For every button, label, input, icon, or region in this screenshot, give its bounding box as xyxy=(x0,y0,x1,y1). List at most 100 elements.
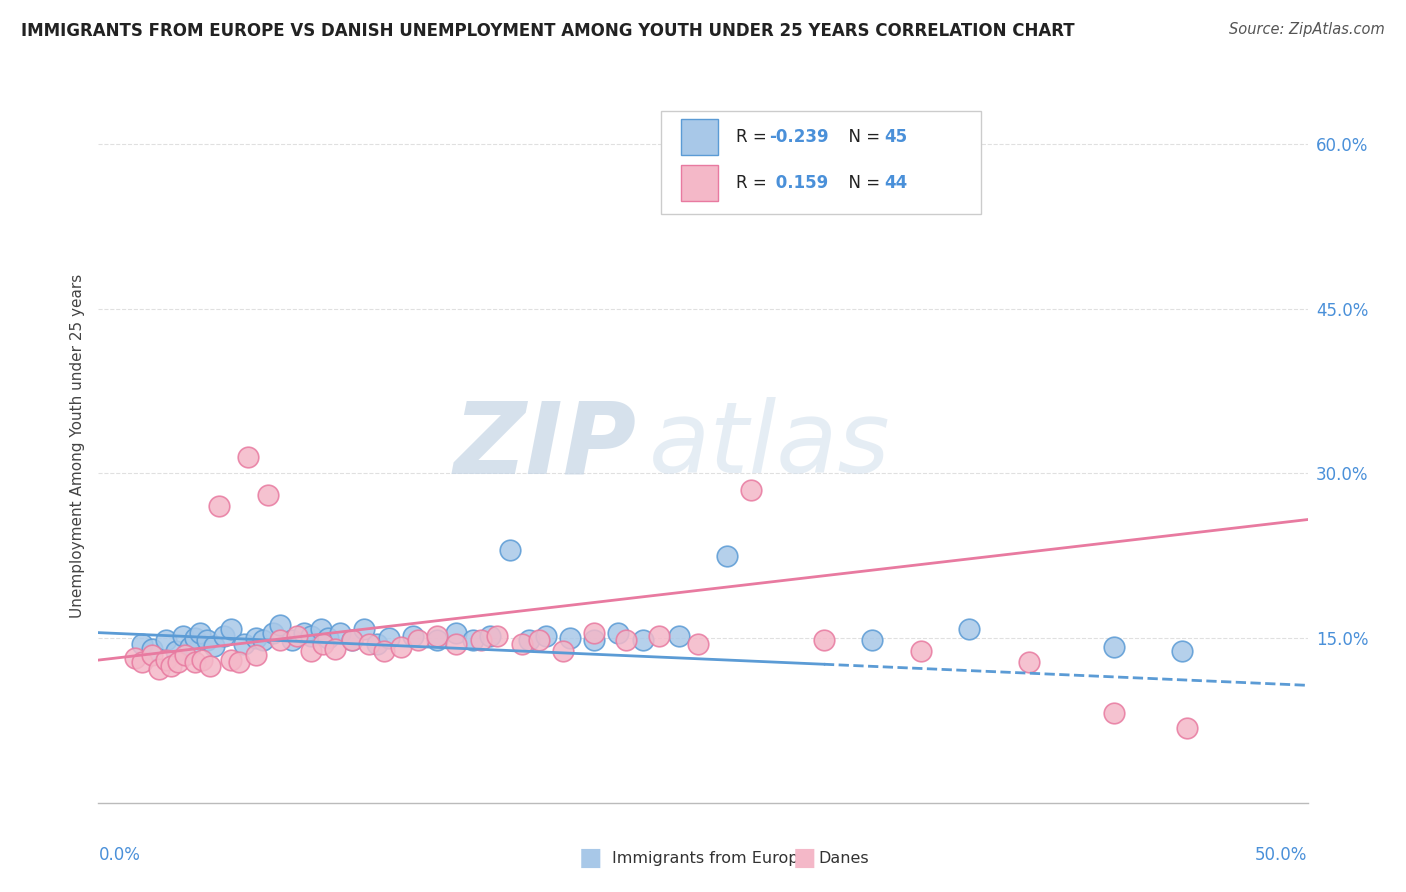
Point xyxy=(184,631,207,645)
Point xyxy=(813,633,835,648)
Point xyxy=(155,633,177,648)
Point xyxy=(256,488,278,502)
Point xyxy=(179,640,201,654)
Point xyxy=(316,631,339,645)
Point xyxy=(517,633,540,648)
Point xyxy=(1102,640,1125,654)
Point xyxy=(124,651,146,665)
Text: ZIP: ZIP xyxy=(454,398,637,494)
FancyBboxPatch shape xyxy=(661,111,981,214)
Point xyxy=(353,623,375,637)
Point xyxy=(446,625,468,640)
Point xyxy=(269,633,291,648)
Point xyxy=(1171,644,1194,658)
Point xyxy=(551,644,574,658)
Text: IMMIGRANTS FROM EUROPE VS DANISH UNEMPLOYMENT AMONG YOUTH UNDER 25 YEARS CORRELA: IMMIGRANTS FROM EUROPE VS DANISH UNEMPLO… xyxy=(21,22,1074,40)
Point xyxy=(614,633,637,648)
Point xyxy=(957,623,980,637)
Point xyxy=(558,631,581,645)
Point xyxy=(208,500,231,514)
Text: N =: N = xyxy=(838,128,886,145)
Point xyxy=(148,662,170,676)
Point xyxy=(463,633,485,648)
Point xyxy=(498,543,520,558)
Point xyxy=(389,640,412,654)
Text: Immigrants from Europe: Immigrants from Europe xyxy=(612,851,808,865)
Point xyxy=(141,648,163,662)
Point xyxy=(292,625,315,640)
Point xyxy=(583,625,606,640)
Point xyxy=(366,637,388,651)
Point xyxy=(583,633,606,648)
Point xyxy=(160,658,183,673)
Point xyxy=(1175,721,1198,735)
Point xyxy=(446,637,468,651)
Text: R =: R = xyxy=(735,174,772,192)
Point xyxy=(245,648,267,662)
Point xyxy=(228,655,250,669)
Point xyxy=(342,633,364,648)
Point xyxy=(359,637,381,651)
Point xyxy=(252,633,274,648)
Point xyxy=(262,625,284,640)
Text: -0.239: -0.239 xyxy=(769,128,830,145)
Point xyxy=(325,642,347,657)
Point xyxy=(631,633,654,648)
Point xyxy=(740,483,762,497)
Point xyxy=(198,658,221,673)
Point xyxy=(188,625,211,640)
Y-axis label: Unemployment Among Youth under 25 years: Unemployment Among Youth under 25 years xyxy=(69,274,84,618)
Point xyxy=(426,629,449,643)
Point xyxy=(1102,706,1125,720)
Point xyxy=(510,637,533,651)
Point xyxy=(195,633,218,648)
Text: 0.159: 0.159 xyxy=(769,174,828,192)
Point xyxy=(910,644,932,658)
Point xyxy=(155,653,177,667)
Point xyxy=(165,644,187,658)
Text: atlas: atlas xyxy=(648,398,890,494)
Point xyxy=(299,644,322,658)
Point xyxy=(245,631,267,645)
Text: R =: R = xyxy=(735,128,772,145)
Point xyxy=(402,629,425,643)
FancyBboxPatch shape xyxy=(682,165,717,201)
Point xyxy=(470,633,492,648)
Point xyxy=(232,637,254,651)
Point xyxy=(191,653,214,667)
Text: ■: ■ xyxy=(579,847,602,870)
Point xyxy=(648,629,671,643)
Point xyxy=(716,549,738,563)
Text: Danes: Danes xyxy=(818,851,869,865)
Point xyxy=(212,629,235,643)
Point xyxy=(269,618,291,632)
Point xyxy=(426,633,449,648)
Point xyxy=(131,655,153,669)
Text: N =: N = xyxy=(838,174,886,192)
Point xyxy=(285,629,308,643)
Point xyxy=(172,629,194,643)
Point xyxy=(299,629,322,643)
Point xyxy=(373,644,395,658)
Point xyxy=(174,648,197,662)
Point xyxy=(204,639,226,653)
Point xyxy=(312,637,335,651)
Point xyxy=(860,633,883,648)
Point xyxy=(221,653,243,667)
Point xyxy=(1018,655,1040,669)
Point xyxy=(607,625,630,640)
Point xyxy=(184,655,207,669)
Point xyxy=(479,629,502,643)
Text: 0.0%: 0.0% xyxy=(98,846,141,863)
FancyBboxPatch shape xyxy=(682,119,717,154)
Point xyxy=(668,629,690,643)
Point xyxy=(534,629,557,643)
Text: ■: ■ xyxy=(793,847,815,870)
Text: Source: ZipAtlas.com: Source: ZipAtlas.com xyxy=(1229,22,1385,37)
Text: 50.0%: 50.0% xyxy=(1256,846,1308,863)
Point xyxy=(377,631,399,645)
Text: 44: 44 xyxy=(884,174,908,192)
Text: 45: 45 xyxy=(884,128,907,145)
Point xyxy=(131,637,153,651)
Point xyxy=(527,633,550,648)
